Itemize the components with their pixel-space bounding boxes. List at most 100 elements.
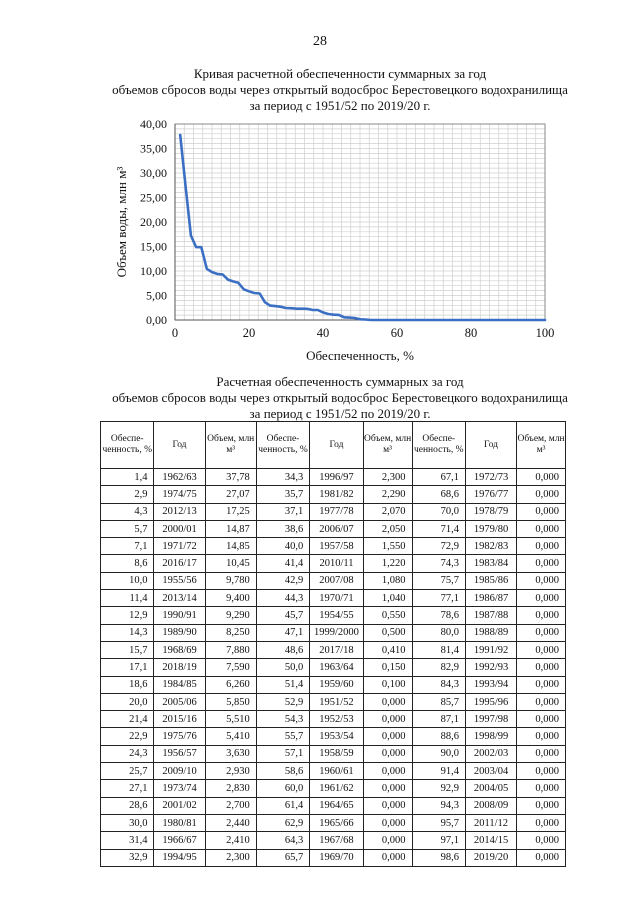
table-cell: 2016/17: [153, 554, 206, 573]
table-cell: 2019/20: [464, 848, 518, 867]
table-cell: 10,45: [204, 554, 257, 573]
table-cell: 2,070: [362, 502, 413, 521]
x-tick-label: 40: [317, 326, 330, 340]
table-cell: 0,000: [516, 796, 566, 815]
table-cell: 0,000: [516, 589, 566, 608]
page-number: 28: [313, 34, 327, 49]
table-cell: 40,0: [255, 537, 311, 556]
table-cell: 2,410: [204, 831, 257, 850]
table-cell: 2003/04: [464, 762, 518, 781]
table-cell: 1979/80: [464, 519, 518, 539]
table-cell: 0,550: [362, 606, 413, 625]
chart-title: Кривая расчетной обеспеченности суммарны…: [60, 66, 620, 114]
table-cell: 2005/06: [153, 692, 206, 712]
table-cell: 9,780: [204, 571, 257, 591]
y-tick-label: 0,00: [146, 313, 167, 327]
table-cell: 0,000: [516, 813, 566, 833]
table-cell: 9,400: [204, 589, 257, 608]
y-axis-label: Объем воды, млн м³: [114, 167, 129, 278]
table-cell: 0,000: [516, 658, 566, 677]
table-cell: 2,830: [204, 779, 257, 798]
table-row: 24,3 1956/57 3,630 57,1 1958/59 0,000 90,0 2002…: [99, 744, 566, 764]
table-cell: 61,4: [255, 796, 311, 815]
table-cell: 70,0: [411, 502, 466, 521]
table-cell: 95,7: [411, 813, 466, 833]
table-cell: 1,040: [362, 589, 413, 608]
table-cell: 1984/85: [153, 675, 206, 694]
table-cell: 30,0: [99, 813, 155, 833]
table-cell: 1990/91: [153, 606, 206, 625]
table-cell: 1962/63: [153, 467, 206, 487]
table-row: 12,9 1990/91 9,290 45,7 1954/55 0,550 78,6 1987…: [99, 606, 566, 625]
table-cell: 1959/60: [309, 675, 364, 694]
table-cell: 2,290: [362, 485, 413, 504]
table-cell: 20,0: [99, 692, 155, 712]
table-row: 5,7 2000/01 14,87 38,6 2006/07 2,050 71,4 1979/…: [99, 519, 566, 539]
table-title-line3: за период с 1951/52 по 2019/20 г.: [249, 406, 431, 421]
table-row: 21,4 2015/16 5,510 54,3 1952/53 0,000 87,1 1997…: [99, 710, 566, 729]
table-row: 25,7 2009/10 2,930 58,6 1960/61 0,000 91,4 2003…: [99, 762, 566, 781]
table-cell: 1955/56: [153, 571, 206, 591]
chart-title-line2: объемов сбросов воды через открытый водо…: [112, 82, 568, 97]
table-cell: 1958/59: [309, 744, 364, 764]
table-cell: 2007/08: [309, 571, 364, 591]
header-cell: Обеспе-ченность, %: [99, 421, 155, 469]
table-row: 2,9 1974/75 27,07 35,7 1981/82 2,290 68,6 1976/…: [99, 485, 566, 504]
table-cell: 2006/07: [309, 519, 364, 539]
table-row: 18,6 1984/85 6,260 51,4 1959/60 0,100 84,3 1993…: [99, 675, 566, 694]
table-cell: 25,7: [99, 762, 155, 781]
table-row: 8,6 2016/17 10,45 41,4 2010/11 1,220 74,3 1983/…: [99, 554, 566, 573]
table-cell: 88,6: [411, 727, 466, 746]
table-title-line1: Расчетная обеспеченность суммарных за го…: [216, 374, 464, 389]
table-cell: 5,850: [204, 692, 257, 712]
table-cell: 0,000: [516, 485, 566, 504]
table-cell: 90,0: [411, 744, 466, 764]
table-cell: 0,000: [516, 675, 566, 694]
table-cell: 1983/84: [464, 554, 518, 573]
table-cell: 0,000: [516, 554, 566, 573]
table-cell: 15,7: [99, 640, 155, 660]
table-cell: 1969/70: [309, 848, 364, 867]
table-cell: 1991/92: [464, 640, 518, 660]
table-cell: 38,6: [255, 519, 311, 539]
y-tick-label: 30,00: [140, 166, 167, 180]
table-cell: 1972/73: [464, 467, 518, 487]
table-cell: 27,1: [99, 779, 155, 798]
table-cell: 1981/82: [309, 485, 364, 504]
header-cell: Год: [464, 421, 518, 469]
header-cell: Объем, млн м³: [362, 421, 413, 469]
table-row: 22,9 1975/76 5,410 55,7 1953/54 0,000 88,6 1998…: [99, 727, 566, 746]
table-cell: 22,9: [99, 727, 155, 746]
table-cell: 1987/88: [464, 606, 518, 625]
table-cell: 1968/69: [153, 640, 206, 660]
table-cell: 0,000: [362, 831, 413, 850]
table-cell: 0,100: [362, 675, 413, 694]
table-cell: 1978/79: [464, 502, 518, 521]
table-row: 7,1 1971/72 14,85 40,0 1957/58 1,550 72,9 1982/…: [99, 537, 566, 556]
header-cell: Обеспе-ченность, %: [411, 421, 466, 469]
table-cell: 0,000: [516, 537, 566, 556]
table-cell: 0,000: [362, 813, 413, 833]
table-row: 31,4 1966/67 2,410 64,3 1967/68 0,000 97,1 2014…: [99, 831, 566, 850]
table-cell: 35,7: [255, 485, 311, 504]
table-cell: 0,000: [362, 744, 413, 764]
table-cell: 1988/89: [464, 623, 518, 642]
table-cell: 0,000: [362, 710, 413, 729]
table-cell: 2,9: [99, 485, 155, 504]
table-cell: 92,9: [411, 779, 466, 798]
table-cell: 0,000: [362, 848, 413, 867]
header-cell: Обеспе-ченность, %: [255, 421, 311, 469]
table-cell: 0,000: [362, 692, 413, 712]
table-cell: 1994/95: [153, 848, 206, 867]
table-cell: 2004/05: [464, 779, 518, 798]
table-cell: 8,250: [204, 623, 257, 642]
table-cell: 1992/93: [464, 658, 518, 677]
table-cell: 0,000: [516, 692, 566, 712]
table-cell: 21,4: [99, 710, 155, 729]
table-cell: 0,410: [362, 640, 413, 660]
table-cell: 72,9: [411, 537, 466, 556]
table-row: 20,0 2005/06 5,850 52,9 1951/52 0,000 85,7 1995…: [99, 692, 566, 712]
header-cell: Год: [309, 421, 364, 469]
table-cell: 2,440: [204, 813, 257, 833]
table-cell: 14,87: [204, 519, 257, 539]
